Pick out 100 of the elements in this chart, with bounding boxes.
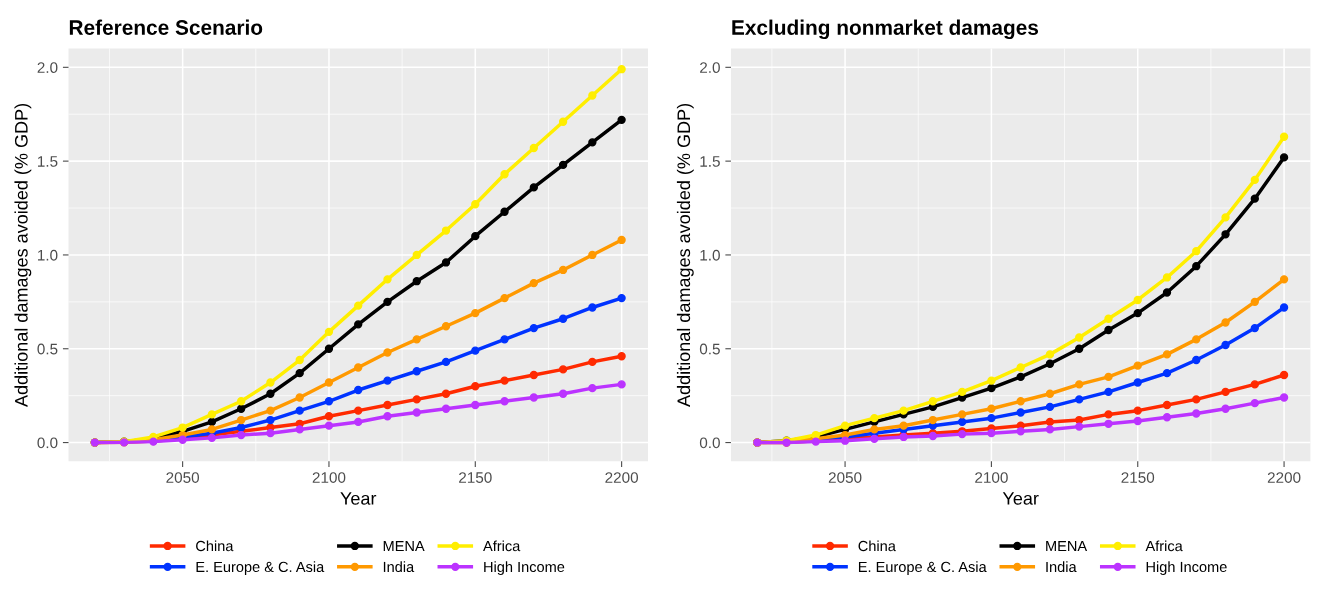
point [1192,335,1201,344]
point [1162,273,1172,282]
point [354,406,363,415]
point [1221,387,1230,397]
point [928,397,938,406]
point [471,200,480,209]
point [617,115,626,125]
point [1133,378,1142,387]
legend-label: E. Europe & C. Asia [858,561,987,575]
point [1279,393,1289,402]
point [1279,370,1289,380]
point [324,421,334,430]
point [207,417,217,427]
point [957,410,967,419]
point [412,395,421,404]
point [383,275,392,284]
point [236,423,246,432]
point [1104,387,1113,397]
point [500,170,509,179]
point [1192,247,1201,256]
point [500,335,509,344]
point [987,429,996,438]
point [1016,372,1025,382]
point [500,397,509,406]
x-axis-title: Year [340,492,377,505]
point [588,91,597,100]
point [899,406,908,415]
point [1016,397,1025,406]
point [412,367,421,376]
point [412,335,421,344]
y-tick-label: 1.5 [700,156,720,167]
point [354,363,363,372]
point [1250,380,1259,389]
point [617,65,626,74]
y-tick-label: 2.0 [37,62,58,74]
point [957,387,967,397]
point [987,414,996,423]
point [558,265,568,275]
legend-label: High Income [1146,561,1227,575]
point [1279,153,1289,162]
point [383,348,392,357]
point [1104,419,1113,428]
point [588,303,597,312]
point [1075,344,1084,353]
point [1250,323,1259,333]
point [870,414,879,423]
point [412,408,421,417]
point [870,425,879,434]
point [266,415,275,425]
point [1045,402,1055,412]
point [529,143,538,153]
point [529,370,538,380]
point [295,368,304,378]
point [324,378,334,387]
point [324,327,334,337]
point [441,322,451,331]
x-tick-label: 2050 [166,472,200,483]
point [588,383,597,393]
point [1045,350,1055,359]
y-tick-label: 0.0 [37,437,58,449]
point [957,417,967,427]
point [987,376,996,385]
y-axis-title: Additional damages avoided (% GDP) [676,104,694,407]
point [617,352,626,361]
point [354,301,363,310]
legend-label: India [383,561,415,573]
point [383,376,392,385]
point [899,421,908,430]
point [1133,295,1142,305]
point [383,400,392,410]
point [1221,230,1230,239]
point [441,258,451,267]
y-tick-label: 0.5 [37,343,58,355]
point [1162,288,1172,297]
point [529,183,538,192]
point [1192,262,1201,271]
x-tick-label: 2100 [312,472,346,483]
point [1075,333,1084,342]
point [412,277,421,286]
y-tick-label: 1.5 [38,156,58,167]
point [266,429,275,438]
y-tick-label: 2.0 [700,62,720,74]
point [1045,389,1055,398]
point [1075,380,1084,389]
point [1045,417,1055,427]
x-tick-label: 2100 [975,472,1008,483]
point [471,382,480,391]
point [324,412,334,421]
point [441,357,451,367]
point [412,250,421,260]
legend-label: MENA [1046,541,1088,552]
point [500,293,509,303]
point [1221,213,1230,222]
y-tick-label: 1.0 [38,249,58,261]
point [1221,340,1230,350]
point [1075,395,1084,404]
point [1279,303,1289,312]
x-axis-title: Year [1002,492,1039,505]
point [383,297,392,307]
point [471,232,480,241]
